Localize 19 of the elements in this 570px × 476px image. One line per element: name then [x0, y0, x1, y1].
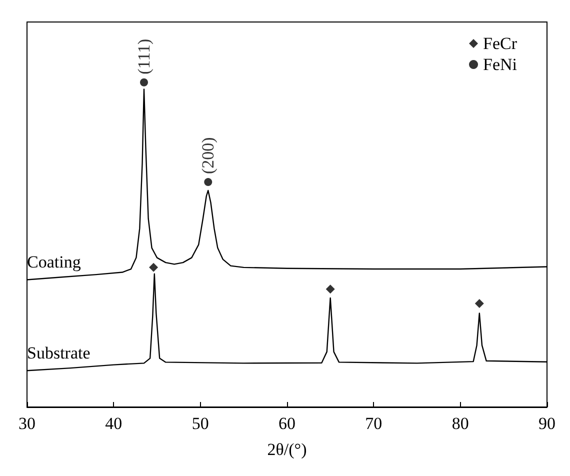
legend-label: FeCr: [483, 34, 518, 53]
x-tick-label: 30: [18, 414, 36, 433]
point: [140, 78, 148, 86]
point: [204, 178, 212, 186]
legend-label: FeNi: [483, 55, 518, 74]
annotation: (111): [134, 38, 154, 74]
x-tick-label: 40: [105, 414, 122, 433]
x-tick-label: 50: [192, 414, 209, 433]
series-label: Coating: [27, 252, 82, 272]
x-axis-title: 2θ/(°): [267, 440, 307, 459]
x-tick-label: 70: [365, 414, 382, 433]
point: [474, 298, 484, 308]
x-tick-label: 80: [452, 414, 469, 433]
series-label: Substrate: [27, 344, 90, 363]
annotation: (200): [198, 137, 218, 174]
x-tick-label: 90: [538, 414, 556, 433]
point: [149, 262, 158, 272]
point: [326, 284, 335, 294]
x-tick-label: 60: [278, 414, 296, 433]
